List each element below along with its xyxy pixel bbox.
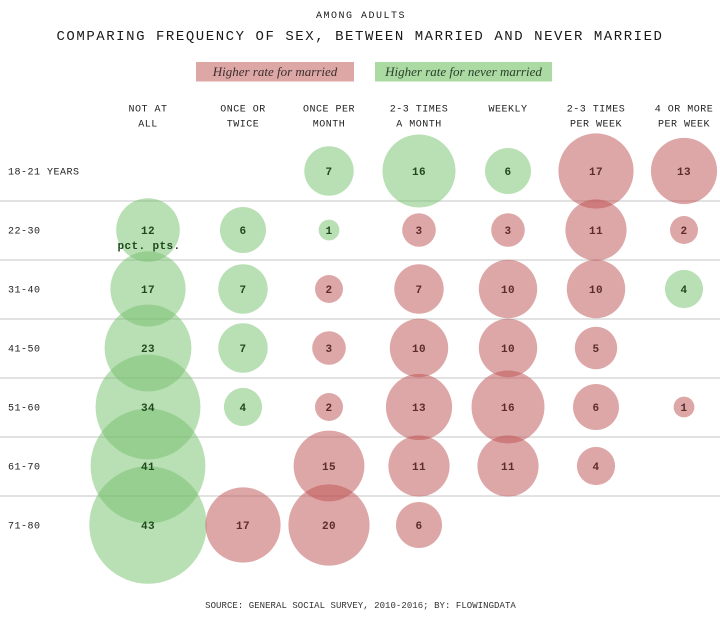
svg-text:51-60: 51-60 [8,404,41,415]
svg-text:22-30: 22-30 [8,227,41,238]
svg-text:4 OR MORE: 4 OR MORE [655,105,714,116]
svg-text:10: 10 [501,285,515,297]
svg-text:17: 17 [236,521,250,533]
svg-text:34: 34 [141,403,155,415]
svg-text:PER WEEK: PER WEEK [658,120,710,131]
svg-text:11: 11 [412,462,426,474]
svg-text:ONCE OR: ONCE OR [220,105,266,116]
svg-text:1: 1 [325,226,332,238]
svg-text:1: 1 [680,403,687,415]
svg-text:A MONTH: A MONTH [396,120,442,131]
svg-text:43: 43 [141,521,155,533]
svg-text:3: 3 [504,226,511,238]
svg-text:COMPARING FREQUENCY OF SEX, BE: COMPARING FREQUENCY OF SEX, BETWEEN MARR… [56,29,663,45]
svg-text:17: 17 [589,167,603,179]
svg-text:ONCE PER: ONCE PER [303,105,355,116]
svg-text:18-21 YEARS: 18-21 YEARS [8,168,80,179]
svg-text:2: 2 [325,285,332,297]
svg-text:41: 41 [141,462,155,474]
svg-text:4: 4 [239,403,246,415]
svg-text:WEEKLY: WEEKLY [488,105,527,116]
svg-text:ALL: ALL [138,120,158,131]
svg-text:20: 20 [322,521,336,533]
svg-text:3: 3 [325,344,332,356]
svg-text:16: 16 [501,403,515,415]
svg-text:10: 10 [589,285,603,297]
svg-text:NOT AT: NOT AT [128,105,167,116]
svg-text:2-3 TIMES: 2-3 TIMES [390,105,449,116]
svg-text:6: 6 [592,403,599,415]
svg-text:11: 11 [501,462,515,474]
svg-text:PER WEEK: PER WEEK [570,120,622,131]
svg-text:2-3 TIMES: 2-3 TIMES [567,105,626,116]
svg-text:AMONG ADULTS: AMONG ADULTS [316,11,406,22]
svg-text:10: 10 [501,344,515,356]
svg-text:31-40: 31-40 [8,286,41,297]
svg-text:7: 7 [415,285,422,297]
svg-text:7: 7 [239,344,246,356]
svg-text:10: 10 [412,344,426,356]
svg-text:23: 23 [141,344,155,356]
svg-text:41-50: 41-50 [8,345,41,356]
svg-text:6: 6 [415,521,422,533]
svg-text:15: 15 [322,462,336,474]
svg-text:Higher rate for married: Higher rate for married [212,64,338,79]
svg-text:SOURCE: GENERAL SOCIAL SURVEY,: SOURCE: GENERAL SOCIAL SURVEY, 2010-2016… [205,601,516,611]
svg-text:5: 5 [592,344,599,356]
svg-text:6: 6 [504,167,511,179]
svg-text:12: 12 [141,226,155,238]
svg-text:3: 3 [415,226,422,238]
svg-text:13: 13 [677,167,691,179]
svg-text:MONTH: MONTH [313,120,346,131]
svg-text:11: 11 [589,226,603,238]
svg-text:6: 6 [239,226,246,238]
svg-text:13: 13 [412,403,426,415]
svg-text:2: 2 [680,226,687,238]
svg-text:7: 7 [325,167,332,179]
svg-text:61-70: 61-70 [8,463,41,474]
svg-text:TWICE: TWICE [227,120,260,131]
svg-text:Higher rate for never married: Higher rate for never married [384,64,542,79]
svg-text:7: 7 [239,285,246,297]
svg-text:4: 4 [680,285,687,297]
svg-text:17: 17 [141,285,155,297]
svg-text:pct. pts.: pct. pts. [117,241,180,253]
svg-text:2: 2 [325,403,332,415]
svg-text:71-80: 71-80 [8,522,41,533]
svg-text:4: 4 [592,462,599,474]
svg-text:16: 16 [412,167,426,179]
